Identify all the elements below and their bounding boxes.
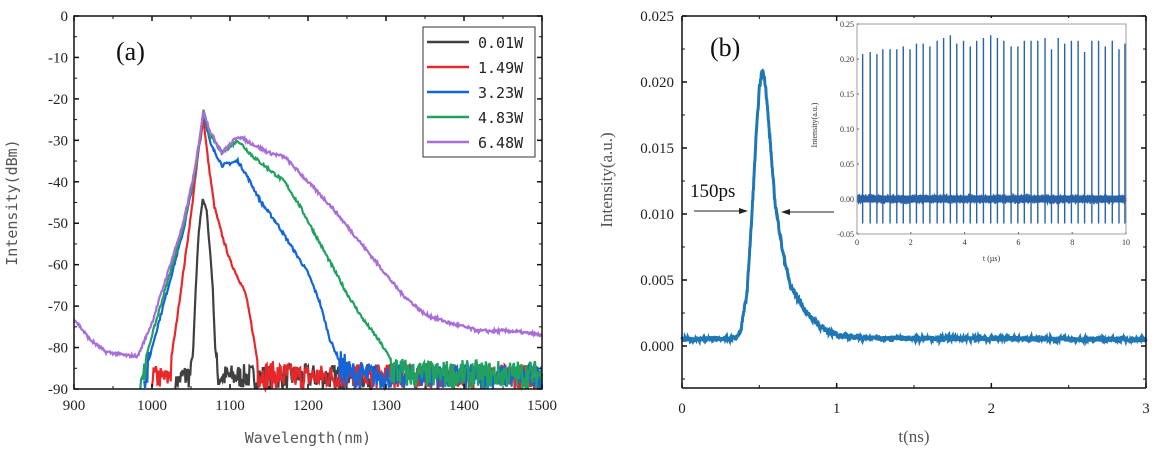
panel-label-b: (b) (710, 33, 740, 62)
inset-x-tick-label: 6 (1016, 238, 1020, 247)
y-axis-label-a: Intensity(dBm) (3, 139, 21, 265)
y-tick-label-a: -80 (48, 341, 68, 357)
y-tick-label-b: 0.010 (640, 207, 674, 223)
series-line-3.23W (143, 112, 544, 392)
inset-chart: 0 2 4 6 8 10 0.25 0.20 0.15 0.10 0.05 0.00 -0.05 t (µ… (810, 18, 1132, 266)
fwhm-annotation: 150ps (690, 181, 735, 202)
x-tick-label-a: 900 (63, 398, 86, 414)
inset-y-tick-label: 0.05 (840, 160, 854, 169)
series-line-0.01W (174, 198, 395, 391)
fwhm-arrowhead-right (781, 209, 790, 215)
x-tick-label-a: 1500 (527, 398, 557, 414)
y-tick-label-a: -70 (48, 299, 68, 315)
y-tick-label-a: -50 (48, 216, 68, 232)
chart-a: 900 1000 1100 1200 1300 1400 1500 0 -10 -20 -30 -40… (3, 9, 557, 447)
legend-entry: 4.83W (478, 109, 524, 127)
x-tick-label-a: 1300 (371, 398, 401, 414)
fwhm-arrowhead-left (739, 208, 748, 214)
inset-x-tick-label: 2 (909, 238, 913, 247)
x-tick-label-b: 2 (988, 401, 996, 417)
x-tick-label-a: 1200 (293, 398, 323, 414)
chart-b: 0 1 2 30.0250.0200.0150.0100.0050.000t(ns)I… (597, 9, 1150, 446)
y-tick-label-a: -90 (48, 382, 68, 398)
x-axis-label-a: Wavelength(nm) (245, 429, 371, 447)
y-axis-label-b: Intensity(a.u.) (597, 132, 616, 227)
legend-entry: 6.48W (478, 134, 524, 152)
legend-entry: 3.23W (478, 84, 524, 102)
y-tick-label-a: -40 (48, 175, 68, 191)
y-tick-label-a: -60 (48, 258, 68, 274)
inset-y-tick-label: -0.05 (837, 230, 854, 239)
y-tick-label-a: 0 (61, 9, 69, 25)
inset-noise-band (857, 195, 1126, 203)
inset-y-tick-label: 0.15 (840, 90, 854, 99)
y-tick-label-b: 0.000 (640, 339, 674, 355)
legend-a: 0.01W 1.49W 3.23W 4.83W 6.48W (422, 26, 536, 158)
x-tick-label-b: 3 (1142, 401, 1150, 417)
x-tick-label-b: 0 (678, 401, 686, 417)
inset-y-tick-label: 0.20 (840, 55, 854, 64)
x-tick-label-b: 1 (833, 401, 841, 417)
x-axis-label-b: t(ns) (898, 427, 929, 446)
pulse-trace (680, 68, 1148, 347)
inset-x-tick-label: 0 (855, 238, 859, 247)
inset-x-tick-label: 4 (963, 238, 967, 247)
panel-label-a: (a) (116, 37, 145, 66)
y-tick-label-b: 0.025 (640, 9, 674, 25)
legend-entry: 1.49W (478, 59, 524, 77)
legend-entry: 0.01W (478, 34, 524, 52)
x-tick-label-a: 1400 (449, 398, 479, 414)
inset-y-axis-label: Intensity(a.u.) (810, 102, 819, 147)
inset-y-tick-label: 0.25 (840, 20, 854, 29)
y-tick-label-a: -20 (48, 92, 68, 108)
inset-x-tick-label: 8 (1070, 238, 1074, 247)
y-tick-label-a: -30 (48, 133, 68, 149)
inset-y-tick-label: 0.10 (840, 125, 854, 134)
inset-x-axis-label: t (µs) (983, 254, 1001, 263)
series-line-6.48W (73, 111, 543, 360)
x-tick-label-a: 1100 (215, 398, 244, 414)
inset-background (845, 18, 1132, 266)
y-tick-label-b: 0.015 (640, 141, 674, 157)
y-tick-label-a: -10 (48, 50, 68, 66)
y-tick-label-b: 0.020 (640, 75, 674, 91)
y-tick-label-b: 0.005 (640, 273, 674, 289)
inset-x-tick-label: 10 (1122, 238, 1130, 247)
x-tick-label-a: 1000 (137, 398, 167, 414)
inset-y-tick-label: 0.00 (840, 195, 854, 204)
